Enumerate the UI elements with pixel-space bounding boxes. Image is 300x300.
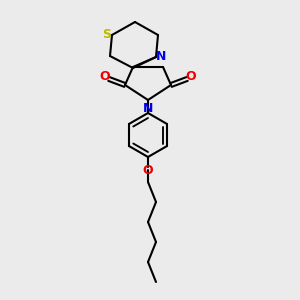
Text: O: O xyxy=(143,164,153,176)
Text: O: O xyxy=(100,70,110,83)
Text: N: N xyxy=(156,50,166,64)
Text: S: S xyxy=(103,28,112,40)
Text: O: O xyxy=(186,70,196,83)
Text: N: N xyxy=(143,102,153,115)
